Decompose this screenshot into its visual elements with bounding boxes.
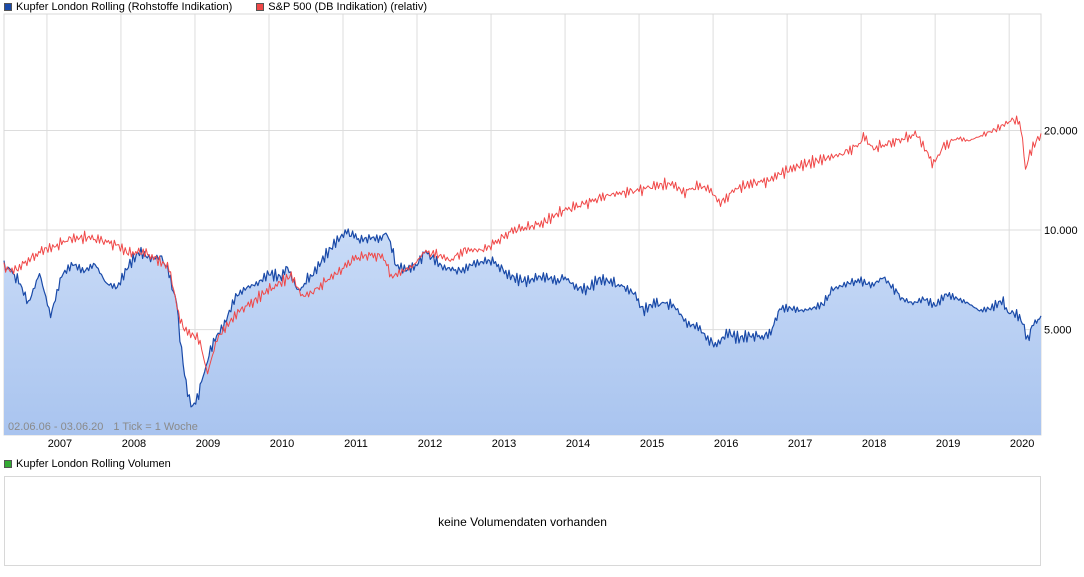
x-tick-label: 2014 <box>566 438 590 450</box>
x-tick-label: 2020 <box>1010 438 1034 450</box>
x-axis-ticks: 2007 2008 2009 2010 2011 2012 2013 2014 2015 2016… <box>48 438 1035 450</box>
x-tick-label: 2017 <box>788 438 812 450</box>
copper-legend-swatch <box>4 3 12 11</box>
copper-legend-label: Kupfer London Rolling (Rohstoffe Indikat… <box>16 1 233 13</box>
series-lines <box>3 115 1042 408</box>
copper-series-line <box>3 228 1042 408</box>
volume-empty-message: keine Volumendaten vorhanden <box>438 515 607 529</box>
x-tick-label: 2016 <box>714 438 738 450</box>
volume-panel: keine Volumendaten vorhanden <box>4 476 1041 566</box>
y-axis-ticks: 5.000 10.000 20.000 <box>1044 125 1078 336</box>
sp500-legend-swatch <box>256 3 265 11</box>
x-tick-label: 2018 <box>862 438 886 450</box>
volume-legend-swatch <box>4 460 12 468</box>
volume-legend-label: Kupfer London Rolling Volumen <box>16 458 171 470</box>
x-tick-label: 2010 <box>270 438 294 450</box>
y-tick-label: 10.000 <box>1044 225 1078 237</box>
x-tick-label: 2009 <box>196 438 220 450</box>
sp500-series-line <box>3 115 1042 375</box>
x-tick-label: 2008 <box>122 438 146 450</box>
y-tick-label: 20.000 <box>1044 125 1078 137</box>
x-tick-label: 2013 <box>492 438 516 450</box>
sp500-legend-label: S&P 500 (DB Indikation) (relativ) <box>268 1 428 13</box>
main-legend: Kupfer London Rolling (Rohstoffe Indikat… <box>4 1 427 13</box>
y-tick-label: 5.000 <box>1044 325 1072 337</box>
x-tick-label: 2012 <box>418 438 442 450</box>
x-tick-label: 2019 <box>936 438 960 450</box>
volume-legend: Kupfer London Rolling Volumen <box>4 458 171 470</box>
copper-area-fill <box>4 229 1041 435</box>
copper-area-layer <box>4 229 1041 435</box>
x-tick-label: 2015 <box>640 438 664 450</box>
date-range-label: 02.06.06 - 03.06.20 1 Tick = 1 Woche <box>8 421 198 433</box>
x-tick-label: 2007 <box>48 438 72 450</box>
x-tick-label: 2011 <box>344 438 368 450</box>
